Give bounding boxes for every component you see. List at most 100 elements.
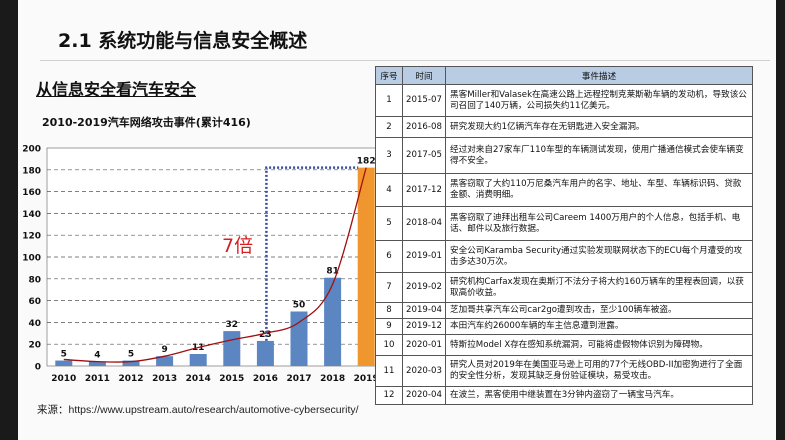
row-date: 2018-04 (402, 206, 446, 241)
bar (256, 340, 274, 366)
x-tick-label: 2018 (320, 374, 345, 384)
x-tick-label: 2015 (219, 374, 244, 384)
table-row: 11 2020-03 研究人员对2019年在美国亚马逊上可用的77个无线OBD-II… (375, 355, 753, 387)
bar (156, 356, 174, 366)
x-tick-label: 2011 (85, 374, 110, 384)
row-description: 特斯拉Model X存在感知系统漏洞，可能将虚假物体识别为障碍物。 (445, 334, 753, 356)
row-description: 在波兰，黑客使用中继装置在3分钟内盗窃了一辆宝马汽车。 (445, 386, 753, 405)
data-label: 50 (293, 301, 306, 311)
chart-title: 2010-2019汽车网络攻击事件(累计416) (42, 116, 251, 129)
row-description: 黑客Miller和Valasek在高速公路上远程控制克莱斯勒车辆的发动机，导致该… (445, 84, 753, 117)
row-date: 2019-02 (402, 272, 446, 303)
row-date: 2017-05 (402, 137, 446, 174)
data-label: 9 (161, 345, 167, 355)
row-number: 3 (375, 137, 403, 174)
row-date: 2017-12 (402, 173, 446, 207)
data-label: 182 (357, 157, 376, 167)
row-description: 经过对来自27家车厂110车型的车辆测试发现，使用广播通信模式会使车辆变得不安全… (445, 137, 753, 174)
table-row: 8 2019-04 芝加哥共享汽车公司car2go遭到攻击，至少100辆车被盗。 (375, 302, 753, 319)
table-row: 3 2017-05 经过对来自27家车厂110车型的车辆测试发现，使用广播通信模式会… (375, 137, 753, 174)
row-date: 2020-03 (402, 355, 446, 387)
y-tick-label: 180 (22, 166, 41, 176)
row-description: 芝加哥共享汽车公司car2go遭到攻击，至少100辆车被盗。 (445, 302, 753, 319)
row-number: 11 (375, 355, 403, 387)
y-tick-label: 80 (28, 275, 41, 285)
section-subtitle: 从信息安全看汽车安全 (36, 80, 197, 99)
comparison-bracket (265, 166, 359, 341)
y-tick-label: 100 (22, 254, 41, 264)
row-number: 9 (375, 318, 403, 335)
header-date: 时间 (402, 66, 446, 85)
row-date: 2019-01 (402, 240, 446, 273)
bar (324, 277, 342, 366)
row-date: 2020-04 (402, 386, 446, 405)
x-tick-label: 2014 (186, 374, 211, 384)
row-description: 安全公司Karamba Security通过实验发现联网状态下的ECU每个月遭受… (445, 240, 753, 273)
bar (223, 331, 241, 366)
table-row: 10 2020-01 特斯拉Model X存在感知系统漏洞，可能将虚假物体识别为障碍… (375, 334, 753, 356)
row-date: 2016-08 (402, 116, 446, 138)
y-tick-label: 120 (22, 232, 41, 242)
y-tick-label: 0 (35, 363, 41, 373)
row-number: 5 (375, 206, 403, 241)
row-date: 2019-04 (402, 302, 446, 319)
bar (122, 360, 140, 366)
data-label: 5 (61, 350, 67, 360)
page-title: 2.1 系统功能与信息安全概述 (58, 30, 308, 52)
row-number: 1 (375, 84, 403, 117)
x-tick-label: 2010 (51, 374, 76, 384)
row-number: 6 (375, 240, 403, 273)
row-date: 2020-01 (402, 334, 446, 356)
row-number: 8 (375, 302, 403, 319)
row-description: 黑客窃取了迪拜出租车公司Careem 1400万用户的个人信息，包括手机、电话、… (445, 206, 753, 241)
row-number: 12 (375, 386, 403, 405)
data-label: 32 (226, 320, 239, 330)
bar (88, 361, 106, 366)
row-description: 研究发现大约1亿辆汽车存在无钥匙进入安全漏洞。 (445, 116, 753, 138)
y-tick-label: 60 (28, 297, 41, 307)
row-number: 10 (375, 334, 403, 356)
bar (55, 360, 73, 366)
bar (290, 311, 308, 366)
table-row: 4 2017-12 黑客窃取了大约110万尼桑汽车用户的名字、地址、车型、车辆标识码… (375, 173, 753, 207)
row-description: 研究人员对2019年在美国亚马逊上可用的77个无线OBD-II加密狗进行了全面的… (445, 355, 753, 387)
attack-bar-chart: 0 20 40 60 80 100 120 140 160 180 200 5 2010 4 2011 5 20… (22, 145, 384, 384)
row-description: 研究机构Carfax发现在奥斯汀不法分子将大约160万辆车的里程表回调，以获取高… (445, 272, 753, 303)
row-number: 7 (375, 272, 403, 303)
table-row: 1 2015-07 黑客Miller和Valasek在高速公路上远程控制克莱斯勒车辆… (375, 84, 753, 117)
data-label: 5 (128, 350, 134, 360)
x-tick-label: 2017 (286, 374, 311, 384)
row-description: 黑客窃取了大约110万尼桑汽车用户的名字、地址、车型、车辆标识码、贷款金额、消费… (445, 173, 753, 207)
x-tick-label: 2012 (118, 374, 143, 384)
y-tick-label: 20 (28, 341, 41, 351)
y-tick-label: 40 (28, 319, 41, 329)
title-divider (40, 60, 770, 61)
row-date: 2015-07 (402, 84, 446, 117)
table-row: 5 2018-04 黑客窃取了迪拜出租车公司Careem 1400万用户的个人信息，… (375, 206, 753, 241)
table-row: 6 2019-01 安全公司Karamba Security通过实验发现联网状态下的… (375, 240, 753, 273)
incident-table: 序号 时间 事件描述 1 2015-07 黑客Miller和Valasek在高速公路… (375, 66, 753, 405)
header-no: 序号 (375, 66, 403, 85)
data-label: 4 (94, 351, 100, 361)
table-row: 7 2019-02 研究机构Carfax发现在奥斯汀不法分子将大约160万辆车的里程… (375, 272, 753, 303)
growth-annotation: 7倍 (222, 235, 253, 257)
row-number: 2 (375, 116, 403, 138)
x-tick-label: 2016 (253, 374, 278, 384)
row-description: 本田汽车约26000车辆的车主信息遭到泄露。 (445, 318, 753, 335)
y-tick-label: 200 (22, 145, 41, 155)
table-row: 12 2020-04 在波兰，黑客使用中继装置在3分钟内盗窃了一辆宝马汽车。 (375, 386, 753, 405)
bar (189, 354, 207, 366)
y-tick-label: 140 (22, 210, 41, 220)
table-row: 2 2016-08 研究发现大约1亿辆汽车存在无钥匙进入安全漏洞。 (375, 116, 753, 138)
bar (357, 167, 375, 366)
trend-line (63, 167, 367, 363)
data-label: 81 (326, 267, 339, 277)
x-tick-label: 2013 (152, 374, 177, 384)
table-row: 9 2019-12 本田汽车约26000车辆的车主信息遭到泄露。 (375, 318, 753, 335)
row-date: 2019-12 (402, 318, 446, 335)
source-citation: 来源：https://www.upstream.auto/research/au… (37, 404, 359, 416)
y-tick-label: 160 (22, 188, 41, 198)
row-number: 4 (375, 173, 403, 207)
header-desc: 事件描述 (445, 66, 753, 85)
x-tick-label: 2019 (354, 374, 379, 384)
